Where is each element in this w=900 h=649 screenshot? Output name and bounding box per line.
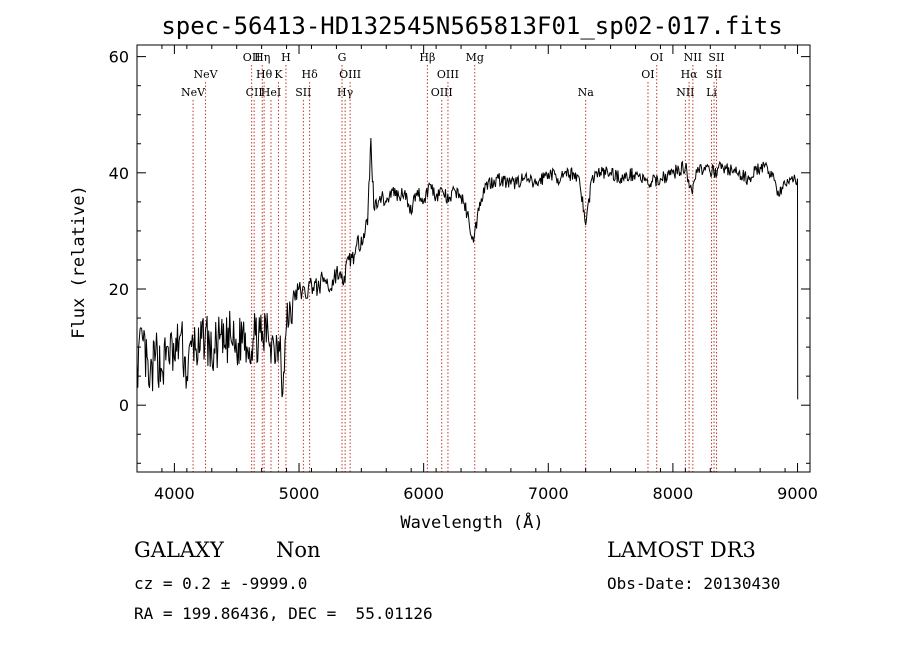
line-marker-label: OI	[650, 51, 663, 64]
line-marker-label: Hθ	[256, 68, 273, 81]
line-marker-label: CII	[246, 86, 263, 99]
line-marker-label: Mg	[466, 51, 484, 64]
y-tick-label: 60	[109, 48, 129, 67]
x-tick-label: 9000	[777, 484, 818, 503]
line-marker-label: OIII	[437, 68, 459, 81]
y-tick-label: 0	[119, 396, 129, 415]
y-tick-label: 40	[109, 164, 129, 183]
line-marker-label: Hβ	[419, 51, 435, 64]
line-marker-label: Li	[706, 86, 717, 99]
line-marker-label: SII	[295, 86, 311, 99]
line-marker-label: H	[281, 51, 291, 64]
line-marker-label: OI	[641, 68, 654, 81]
line-marker-label: Hγ	[337, 86, 354, 99]
line-marker-label: SII	[708, 51, 724, 64]
line-marker-label: Hη	[254, 51, 270, 64]
line-marker-label: Hα	[681, 68, 699, 81]
x-tick-label: 4000	[154, 484, 195, 503]
line-marker-label: OIII	[339, 68, 361, 81]
line-marker-label: SII	[706, 68, 722, 81]
line-marker-label: HeI	[261, 86, 281, 99]
line-marker-label: OII	[243, 51, 261, 64]
line-marker-label: Na	[578, 86, 595, 99]
plot-frame	[136, 44, 811, 473]
line-marker-label: NII	[676, 86, 694, 99]
y-axis-label: Flux (relative)	[69, 185, 89, 339]
line-marker-label: NII	[684, 51, 702, 64]
flux-series-line	[136, 137, 799, 400]
coordinates: RA = 199.86436, DEC = 55.01126	[134, 604, 433, 623]
x-tick-label: 5000	[279, 484, 320, 503]
emission-line-markers: NeVNeVOIICIIHηHθHeIKHSIIHδGHγOIIIHβOIIIO…	[181, 51, 725, 472]
object-class: GALAXY	[134, 538, 224, 562]
line-marker-label: NeV	[193, 68, 218, 81]
line-marker-label: K	[274, 68, 283, 81]
line-marker-label: Hδ	[302, 68, 319, 81]
x-axis-label: Wavelength (Å)	[400, 511, 543, 533]
y-tick-label: 20	[109, 280, 129, 299]
axes: 4000 5000 6000 7000 8000 9000 0 20 40 60	[109, 45, 818, 503]
x-tick-label: 7000	[528, 484, 569, 503]
line-marker-label: NeV	[181, 86, 206, 99]
redshift-cz: cz = 0.2 ± -9999.0	[134, 574, 308, 593]
x-tick-label: 6000	[403, 484, 444, 503]
survey-name: LAMOST DR3	[607, 538, 756, 562]
line-marker-label: G	[338, 51, 347, 64]
x-tick-label: 8000	[653, 484, 694, 503]
chart-title: spec-56413-HD132545N565813F01_sp02-017.f…	[161, 12, 782, 40]
observation-date: Obs-Date: 20130430	[607, 574, 781, 593]
object-subclass: Non	[276, 538, 321, 562]
line-marker-label: OIII	[431, 86, 453, 99]
